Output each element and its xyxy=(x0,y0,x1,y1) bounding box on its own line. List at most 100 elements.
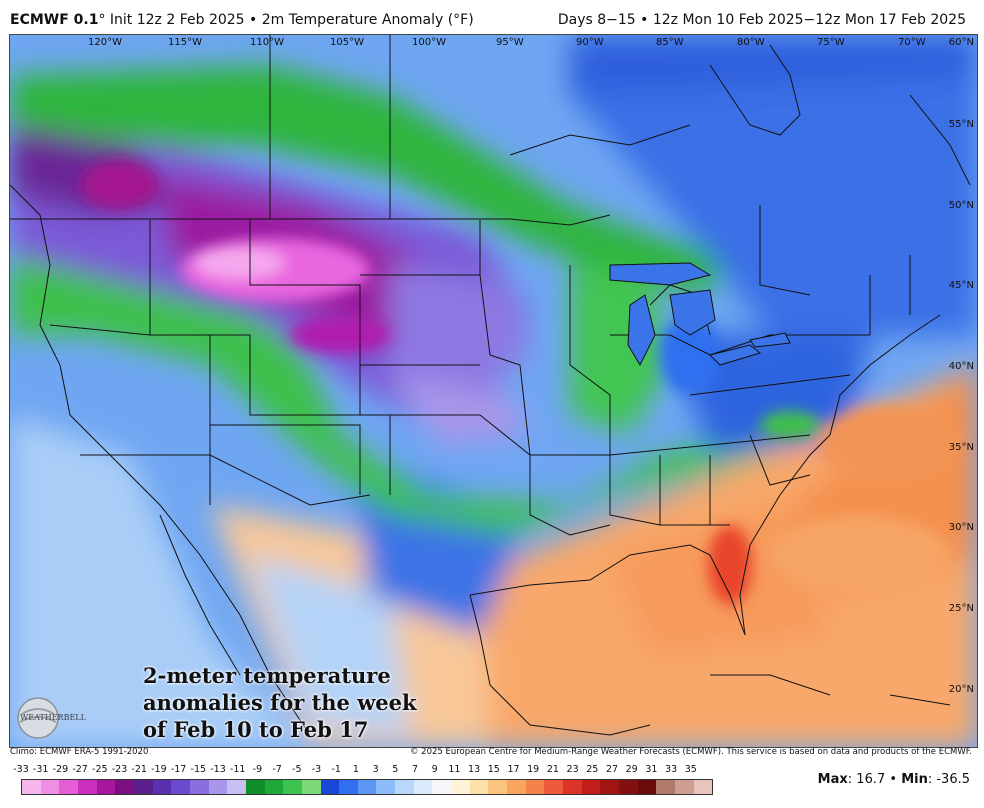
legend-tick-label: 33 xyxy=(665,764,678,775)
legend-swatch xyxy=(507,780,526,794)
logo-text: WEATHERBELL xyxy=(20,713,87,722)
caption-line: 2-meter temperature xyxy=(143,663,391,688)
lat-label: 20°N xyxy=(949,684,974,695)
lon-label: 95°W xyxy=(496,37,524,48)
init-time: ° Init 12z 2 Feb 2025 xyxy=(98,12,245,28)
model-name: ECMWF 0.1 xyxy=(10,12,99,28)
legend-tick-label: 15 xyxy=(487,764,500,775)
lat-label: 55°N xyxy=(949,119,974,130)
legend-swatch xyxy=(40,780,60,794)
legend-tick-label: 25 xyxy=(586,764,599,775)
max-label: Max xyxy=(817,772,848,787)
legend-swatch xyxy=(133,780,153,794)
legend-tick-label: -25 xyxy=(92,764,108,775)
legend-tick-label: 9 xyxy=(431,764,438,775)
max-value: 16.7 xyxy=(856,772,886,787)
lon-label: 80°W xyxy=(737,37,765,48)
weatherbell-logo: WEATHERBELL xyxy=(17,697,87,739)
legend-swatch xyxy=(395,780,414,794)
lon-label: 85°W xyxy=(656,37,684,48)
legend-swatch xyxy=(152,780,172,794)
legend-tick-label: 3 xyxy=(372,764,379,775)
lat-label: 25°N xyxy=(949,603,974,614)
legend-swatch xyxy=(171,780,190,794)
header: ECMWF 0.1° Init 12z 2 Feb 2025 • 2m Temp… xyxy=(0,0,984,34)
legend-swatch xyxy=(208,780,228,794)
anomaly-highlights xyxy=(80,160,960,605)
legend-swatch xyxy=(637,780,657,794)
legend-swatch xyxy=(544,780,564,794)
legend-tick-label: -23 xyxy=(111,764,128,775)
min-label: Min xyxy=(901,772,928,787)
lon-label: 100°W xyxy=(412,37,446,48)
legend-tick-label: 29 xyxy=(625,764,638,775)
field-name: • 2m Temperature Anomaly (°F) xyxy=(249,12,474,28)
caption-line: of Feb 10 to Feb 17 xyxy=(143,717,369,742)
legend-tick-label: -13 xyxy=(210,764,226,775)
legend-swatch xyxy=(59,780,78,794)
great-lakes xyxy=(609,262,791,367)
lon-label: 115°W xyxy=(168,37,202,48)
legend-tick-label: -27 xyxy=(72,764,88,775)
min-value: -36.5 xyxy=(936,772,970,787)
lat-label: 60°N xyxy=(949,37,974,48)
valid-period: Days 8−15 • 12z Mon 10 Feb 2025−12z Mon … xyxy=(557,12,966,28)
legend-swatch xyxy=(488,780,508,794)
legend-tick-label: -11 xyxy=(229,764,246,775)
map-caption: 2-meter temperature anomalies for the we… xyxy=(143,662,417,743)
legend-tick-label: 21 xyxy=(546,764,559,775)
caption-line: anomalies for the week xyxy=(143,690,417,715)
legend-swatch xyxy=(189,780,209,794)
anomaly-map: 120°W 115°W 110°W 105°W 100°W 95°W 90°W … xyxy=(10,35,977,747)
credits: Climo: ECMWF ERA-5 1991-2020 © 2025 Euro… xyxy=(0,746,984,760)
legend-swatch xyxy=(413,780,433,794)
legend-swatch xyxy=(619,780,638,794)
legend-swatch xyxy=(245,780,265,794)
legend-swatch xyxy=(525,780,545,794)
legend-tick-label: -5 xyxy=(292,764,302,775)
lon-label: 70°W xyxy=(898,37,926,48)
legend-swatch xyxy=(376,780,396,794)
legend-swatch xyxy=(96,780,116,794)
legend-swatch xyxy=(469,780,489,794)
legend-tick-label: -15 xyxy=(190,764,207,775)
legend-tick-label: 31 xyxy=(645,764,658,775)
legend-swatch xyxy=(600,780,619,794)
legend-swatch xyxy=(656,780,675,794)
legend-swatch xyxy=(451,780,470,794)
map-panel: 120°W 115°W 110°W 105°W 100°W 95°W 90°W … xyxy=(9,34,978,748)
lon-label: 105°W xyxy=(330,37,364,48)
legend-swatch xyxy=(432,780,452,794)
lat-label: 30°N xyxy=(949,522,974,533)
legend-tick-label: 7 xyxy=(411,764,419,775)
legend-tick-label: 35 xyxy=(684,764,697,775)
max-min-readout: Max: 16.7 • Min: -36.5 xyxy=(817,772,970,787)
legend-swatch xyxy=(301,780,321,794)
lat-label: 40°N xyxy=(949,361,974,372)
legend-swatch xyxy=(357,780,377,794)
legend-tick-label: 27 xyxy=(605,764,619,775)
lat-label: 35°N xyxy=(949,442,974,453)
legend-swatch xyxy=(339,780,358,794)
legend-tick-label: -33 xyxy=(13,764,29,775)
legend-swatch xyxy=(283,780,302,794)
legend-swatch xyxy=(115,780,134,794)
legend-tick-label: 5 xyxy=(392,764,399,775)
lat-label: 45°N xyxy=(949,280,974,291)
legend-ticks: -33 -31 -29 -27 -25 -23 -21 -19 -17 -15 -13 -11 -9 -7… xyxy=(12,764,712,778)
legend-tick-label: -1 xyxy=(331,764,341,775)
legend-swatch xyxy=(320,780,340,794)
legend-tick-label: 17 xyxy=(507,764,520,775)
legend-swatch xyxy=(674,780,694,794)
legend-swatch xyxy=(563,780,582,794)
legend-tick-label: -21 xyxy=(131,764,147,775)
legend-tick-label: 11 xyxy=(448,764,461,775)
lat-labels: 60°N 55°N 50°N 45°N 40°N 35°N 30°N 25°N … xyxy=(949,37,974,695)
legend-tick-label: 19 xyxy=(527,764,540,775)
legend-swatch xyxy=(22,780,41,794)
lat-label: 50°N xyxy=(949,200,974,211)
state-borders xyxy=(10,35,911,536)
legend-swatch xyxy=(264,780,284,794)
legend-tick-label: -17 xyxy=(170,764,187,775)
legend-tick-label: -19 xyxy=(151,764,167,775)
